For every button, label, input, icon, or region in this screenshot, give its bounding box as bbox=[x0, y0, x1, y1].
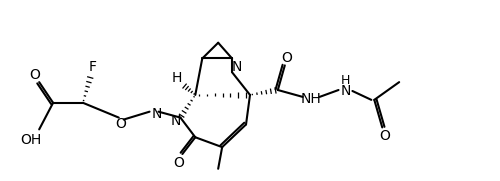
Text: OH: OH bbox=[20, 133, 42, 147]
Text: O: O bbox=[379, 129, 390, 143]
Text: NH: NH bbox=[300, 92, 321, 106]
Text: O: O bbox=[29, 68, 40, 82]
Text: H: H bbox=[171, 71, 181, 85]
Text: N: N bbox=[170, 113, 180, 128]
Text: N: N bbox=[152, 107, 162, 121]
Text: N: N bbox=[232, 60, 242, 74]
Text: N: N bbox=[340, 84, 350, 98]
Text: F: F bbox=[89, 60, 97, 74]
Text: O: O bbox=[282, 50, 292, 64]
Text: H: H bbox=[341, 74, 350, 87]
Text: O: O bbox=[173, 156, 184, 170]
Text: O: O bbox=[116, 117, 126, 131]
